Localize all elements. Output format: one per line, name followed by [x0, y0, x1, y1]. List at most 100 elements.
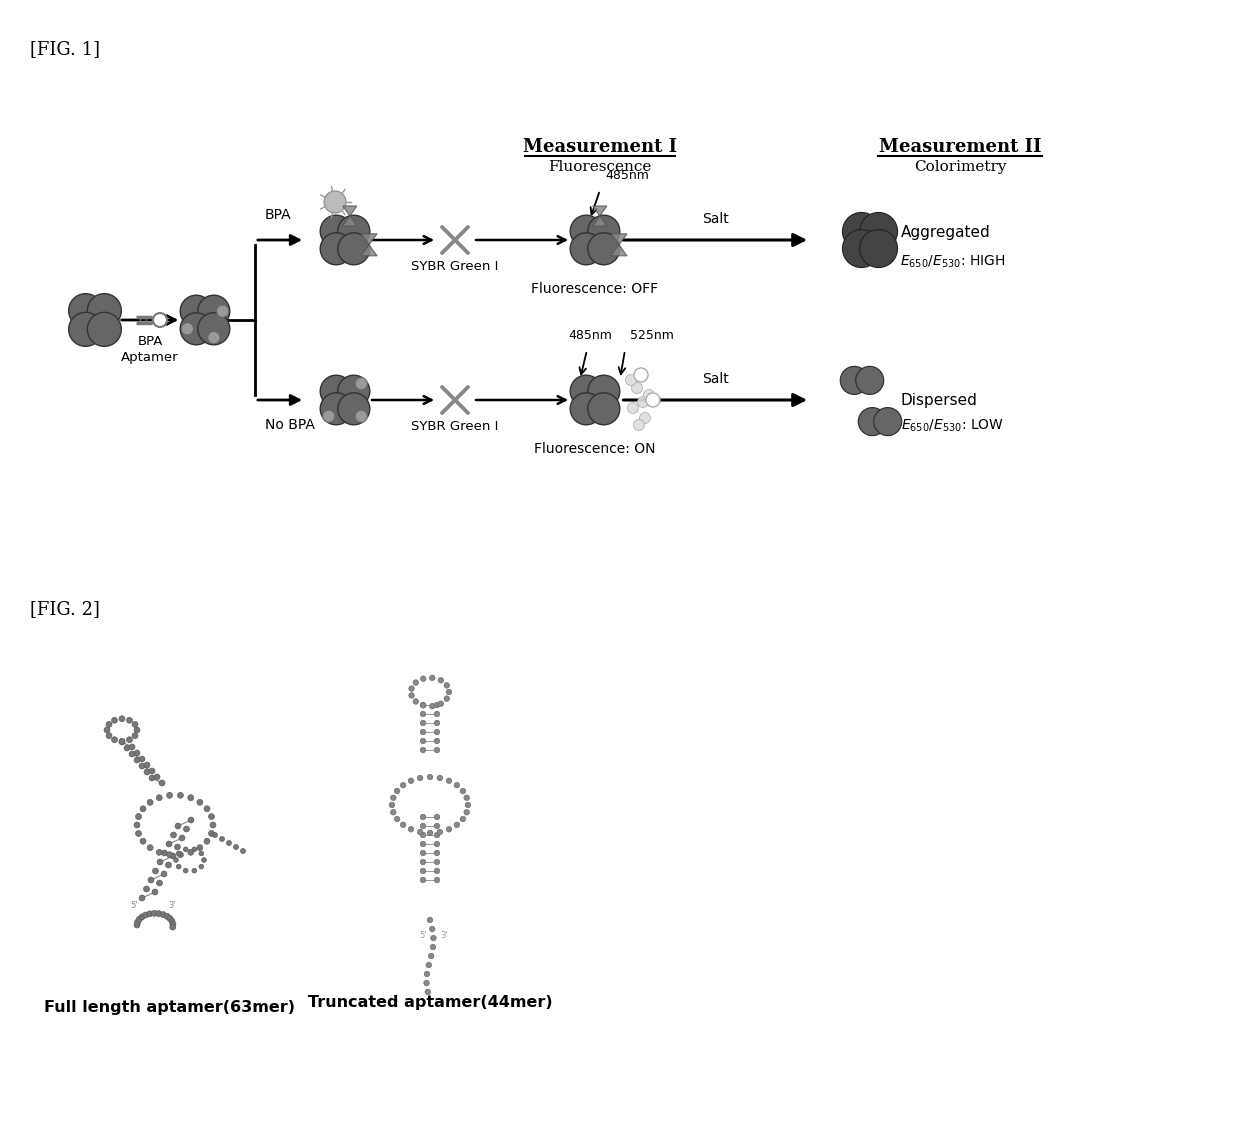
Circle shape	[420, 702, 427, 708]
Circle shape	[337, 215, 370, 248]
Circle shape	[425, 990, 430, 995]
Circle shape	[203, 805, 210, 812]
Circle shape	[134, 750, 140, 756]
Text: 525nm: 525nm	[630, 329, 673, 342]
Circle shape	[166, 841, 172, 847]
Circle shape	[156, 880, 162, 886]
Circle shape	[434, 860, 440, 865]
Circle shape	[446, 689, 451, 694]
Circle shape	[241, 848, 246, 854]
Circle shape	[140, 838, 146, 844]
Circle shape	[184, 869, 188, 873]
Circle shape	[588, 215, 620, 248]
Circle shape	[119, 739, 125, 745]
Circle shape	[184, 847, 188, 852]
Circle shape	[337, 375, 370, 407]
Text: Measurement I: Measurement I	[523, 138, 677, 156]
Text: 5': 5'	[130, 900, 138, 909]
Circle shape	[156, 910, 162, 916]
Circle shape	[164, 913, 170, 920]
Circle shape	[135, 830, 141, 837]
Text: Fluorescence: OFF: Fluorescence: OFF	[532, 282, 658, 296]
Circle shape	[320, 233, 352, 265]
Polygon shape	[342, 216, 357, 226]
Circle shape	[203, 838, 210, 844]
Circle shape	[634, 368, 649, 382]
Circle shape	[631, 382, 642, 394]
Text: SYBR Green I: SYBR Green I	[412, 420, 498, 433]
Circle shape	[355, 411, 367, 422]
Circle shape	[139, 914, 145, 920]
Circle shape	[119, 739, 125, 744]
Circle shape	[144, 762, 150, 768]
Circle shape	[420, 832, 425, 838]
Circle shape	[170, 924, 176, 930]
Circle shape	[570, 375, 603, 407]
Circle shape	[149, 768, 155, 774]
Circle shape	[219, 837, 224, 841]
Polygon shape	[342, 206, 357, 216]
Circle shape	[105, 733, 112, 739]
Circle shape	[408, 778, 414, 784]
Circle shape	[202, 857, 206, 863]
Text: Dispersed: Dispersed	[900, 392, 977, 407]
Circle shape	[112, 736, 118, 743]
Circle shape	[165, 862, 171, 867]
Circle shape	[428, 830, 433, 836]
Circle shape	[434, 814, 440, 820]
Text: Salt: Salt	[702, 372, 729, 386]
Circle shape	[135, 813, 141, 820]
Circle shape	[464, 795, 470, 801]
Circle shape	[401, 822, 405, 828]
Circle shape	[355, 378, 367, 390]
Circle shape	[389, 802, 394, 808]
Polygon shape	[611, 244, 627, 256]
Circle shape	[464, 810, 470, 815]
Circle shape	[160, 912, 166, 917]
Circle shape	[454, 822, 460, 828]
Circle shape	[429, 675, 435, 681]
Circle shape	[460, 788, 466, 794]
Polygon shape	[611, 234, 627, 244]
Circle shape	[436, 829, 443, 835]
Circle shape	[181, 322, 193, 335]
Circle shape	[842, 230, 880, 268]
Circle shape	[227, 840, 232, 846]
Circle shape	[858, 407, 887, 435]
Circle shape	[134, 757, 140, 763]
Circle shape	[176, 864, 181, 869]
Circle shape	[434, 823, 440, 829]
Circle shape	[156, 795, 162, 801]
Circle shape	[391, 810, 396, 815]
Text: BPA
Aptamer: BPA Aptamer	[122, 335, 179, 364]
Circle shape	[460, 817, 466, 822]
Text: Fluorescence: Fluorescence	[548, 159, 652, 174]
Circle shape	[859, 230, 898, 268]
Circle shape	[68, 312, 103, 346]
Circle shape	[420, 869, 425, 874]
Circle shape	[420, 748, 425, 753]
Circle shape	[233, 845, 238, 849]
Circle shape	[842, 213, 880, 250]
Circle shape	[570, 392, 603, 425]
Circle shape	[430, 935, 436, 941]
Circle shape	[156, 849, 162, 855]
Text: [FIG. 1]: [FIG. 1]	[30, 40, 100, 58]
Circle shape	[139, 756, 145, 762]
Circle shape	[428, 953, 434, 959]
Circle shape	[131, 722, 138, 727]
Circle shape	[434, 720, 440, 726]
Circle shape	[418, 829, 423, 835]
Circle shape	[420, 729, 425, 735]
Circle shape	[179, 835, 185, 841]
Text: SYBR Green I: SYBR Green I	[412, 260, 498, 273]
Circle shape	[420, 676, 427, 682]
Circle shape	[454, 783, 460, 788]
Circle shape	[446, 778, 451, 784]
Circle shape	[129, 751, 135, 757]
Text: 485nm: 485nm	[605, 169, 649, 182]
Circle shape	[429, 703, 435, 709]
Circle shape	[430, 944, 435, 950]
Circle shape	[391, 795, 396, 801]
Circle shape	[166, 852, 172, 857]
